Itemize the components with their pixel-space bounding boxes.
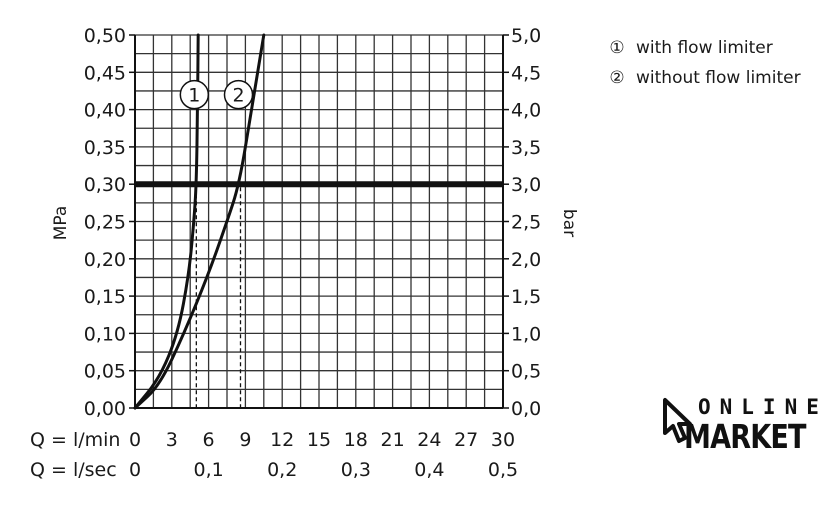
legend: ① with flow limiter ② without flow limit…	[608, 33, 801, 93]
x-min-tick-label: 12	[270, 429, 294, 451]
y-left-tick-label: 0,30	[84, 174, 126, 196]
x-min-tick-label: 27	[454, 429, 478, 451]
y-right-tick-label: 2,0	[511, 249, 541, 271]
chart-ticks: 0,000,050,100,150,200,250,300,350,400,45…	[84, 25, 542, 481]
x-sec-tick-label: 0,2	[267, 459, 297, 481]
logo-word-market: MARKET	[684, 417, 807, 456]
legend-marker-1: ①	[609, 38, 625, 58]
series-marker-label-1: 1	[188, 85, 200, 107]
y-right-axis-title: bar	[559, 209, 579, 237]
y-right-tick-label: 3,5	[511, 137, 541, 159]
legend-item-1: ① with flow limiter	[608, 33, 801, 63]
y-right-tick-label: 0,0	[511, 398, 541, 420]
y-left-tick-label: 0,40	[84, 100, 126, 122]
logo-word-online: ONLINE	[698, 395, 828, 419]
x-sec-tick-label: 0,4	[414, 459, 444, 481]
x-sec-tick-label: 0,3	[341, 459, 371, 481]
y-right-tick-label: 4,0	[511, 100, 541, 122]
y-right-tick-label: 3,0	[511, 174, 541, 196]
y-left-tick-label: 0,20	[84, 249, 126, 271]
y-right-tick-label: 5,0	[511, 25, 541, 47]
y-right-tick-label: 0,5	[511, 361, 541, 383]
x-min-tick-label: 15	[307, 429, 331, 451]
series-marker-circle-1	[179, 79, 210, 110]
y-left-axis-title: MPa	[51, 206, 71, 241]
cursor-arrow-icon	[663, 398, 692, 443]
x-min-tick-label: 24	[417, 429, 441, 451]
legend-label-1: with flow limiter	[636, 38, 773, 58]
x-min-axis-label: Q = l/min	[30, 429, 120, 451]
series-marker-label-2: 2	[232, 85, 244, 107]
y-left-tick-label: 0,45	[84, 62, 126, 84]
legend-item-2: ② without flow limiter	[608, 63, 801, 93]
y-left-tick-label: 0,25	[84, 212, 126, 234]
x-min-tick-label: 6	[203, 429, 215, 451]
y-right-tick-label: 1,0	[511, 323, 541, 345]
x-min-tick-label: 3	[166, 429, 178, 451]
y-left-tick-label: 0,10	[84, 323, 126, 345]
y-right-tick-label: 4,5	[511, 62, 541, 84]
online-market-logo: ONLINE MARKET	[662, 395, 832, 456]
x-sec-tick-label: 0,5	[488, 459, 518, 481]
y-left-tick-label: 0,00	[84, 398, 126, 420]
series-marker-circle-2	[223, 79, 254, 110]
y-left-tick-label: 0,05	[84, 361, 126, 383]
y-left-tick-label: 0,15	[84, 286, 126, 308]
x-min-tick-label: 18	[344, 429, 368, 451]
legend-marker-2: ②	[609, 68, 625, 88]
legend-label-2: without flow limiter	[636, 68, 801, 88]
series-curve-2	[133, 33, 266, 410]
x-min-tick-label: 21	[381, 429, 405, 451]
x-min-tick-label: 9	[239, 429, 251, 451]
y-right-tick-label: 1,5	[511, 286, 541, 308]
x-min-tick-label: 0	[129, 429, 141, 451]
x-sec-axis-label: Q = l/sec	[30, 459, 117, 481]
x-sec-tick-label: 0	[129, 459, 141, 481]
x-min-tick-label: 30	[491, 429, 515, 451]
y-left-tick-label: 0,50	[84, 25, 126, 47]
x-sec-tick-label: 0,1	[193, 459, 223, 481]
y-right-tick-label: 2,5	[511, 212, 541, 234]
y-left-tick-label: 0,35	[84, 137, 126, 159]
pressure-flow-chart: 0,000,050,100,150,200,250,300,350,400,45…	[30, 25, 579, 481]
